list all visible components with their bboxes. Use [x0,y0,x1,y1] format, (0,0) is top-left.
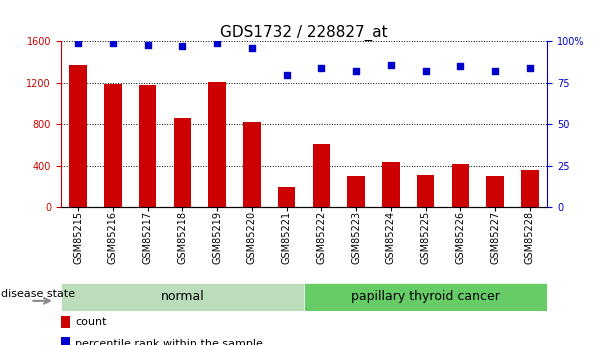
Point [178,43,187,49]
Point [490,68,500,74]
Text: papillary thyroid cancer: papillary thyroid cancer [351,290,500,303]
Text: GSM85224: GSM85224 [386,211,396,264]
Text: GSM85225: GSM85225 [421,211,430,264]
Point [108,40,118,46]
Text: GSM85223: GSM85223 [351,211,361,264]
Text: GSM85227: GSM85227 [490,211,500,264]
Bar [347,176,365,207]
Point [282,72,291,77]
Bar [452,164,469,207]
Text: count: count [75,317,107,327]
Text: GSM85220: GSM85220 [247,211,257,264]
Bar [486,177,504,207]
Bar [69,65,87,207]
Point [351,68,361,74]
Bar [521,170,539,207]
Text: normal: normal [161,290,204,303]
Text: GSM85218: GSM85218 [178,211,187,264]
Text: GSM85226: GSM85226 [455,211,465,264]
Point [74,40,83,46]
Bar [61,316,69,328]
Point [421,68,430,74]
Text: GSM85221: GSM85221 [282,211,292,264]
Bar [174,118,191,207]
Text: GSM85215: GSM85215 [73,211,83,264]
Point [247,45,257,51]
Bar [243,122,261,207]
Bar [304,283,547,310]
Bar [61,283,304,310]
Point [212,40,222,46]
Point [525,65,534,71]
Bar [209,82,226,207]
Point [386,62,396,67]
Bar [382,162,399,207]
Text: GSM85228: GSM85228 [525,211,535,264]
Point [143,42,153,48]
Bar [313,144,330,207]
Bar [61,337,69,345]
Bar [278,187,295,207]
Bar [104,84,122,207]
Text: GSM85216: GSM85216 [108,211,118,264]
Text: GSM85222: GSM85222 [316,211,326,264]
Point [455,63,465,69]
Point [317,65,326,71]
Text: disease state: disease state [1,289,75,299]
Bar [417,175,434,207]
Title: GDS1732 / 228827_at: GDS1732 / 228827_at [220,25,388,41]
Text: GSM85217: GSM85217 [143,211,153,264]
Text: GSM85219: GSM85219 [212,211,222,264]
Text: percentile rank within the sample: percentile rank within the sample [75,339,263,345]
Bar [139,85,156,207]
